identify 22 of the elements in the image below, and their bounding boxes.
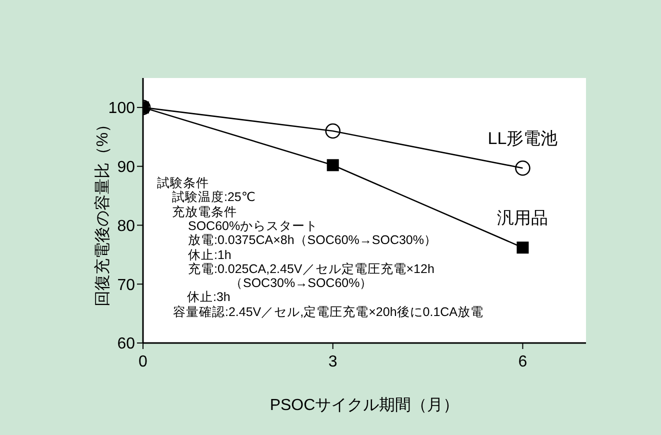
x-tick-label: 0: [138, 353, 148, 370]
x-tick-label: 3: [328, 353, 338, 370]
y-tick-label: 80: [117, 218, 136, 235]
x-tick-label: 6: [518, 353, 528, 370]
annotation: 休止:3h: [187, 290, 230, 304]
y-tick-label: 60: [117, 336, 136, 353]
annotation: 試験条件: [157, 176, 209, 190]
annotation: 容量確認:2.45V／セル,定電圧充電×20h後に0.1CA放電: [173, 304, 484, 319]
y-tick-label: 70: [117, 276, 136, 294]
y-axis-title: 回復充電後の容量比（%）: [93, 114, 112, 308]
series-label: LL形電池: [488, 129, 558, 148]
x-axis-title: PSOCサイクル期間（月）: [268, 396, 460, 416]
annotation: （SOC30%→SOC60%）: [230, 276, 373, 290]
annotation: 休止:1h: [188, 248, 232, 262]
annotation: 充電:0.025CA,2.45V／セル定電圧充電×12h: [188, 262, 434, 276]
annotation: 試験温度:25℃: [172, 190, 256, 204]
y-tick-label: 90: [117, 159, 136, 176]
series-label: 汎用品: [497, 208, 548, 228]
y-tick-label: 100: [108, 100, 136, 118]
annotation: SOC60%からスタート: [188, 218, 318, 233]
annotation: 充放電条件: [172, 204, 237, 219]
annotation: 放電:0.0375CA×8h（SOC60%→SOC30%）: [188, 233, 437, 248]
